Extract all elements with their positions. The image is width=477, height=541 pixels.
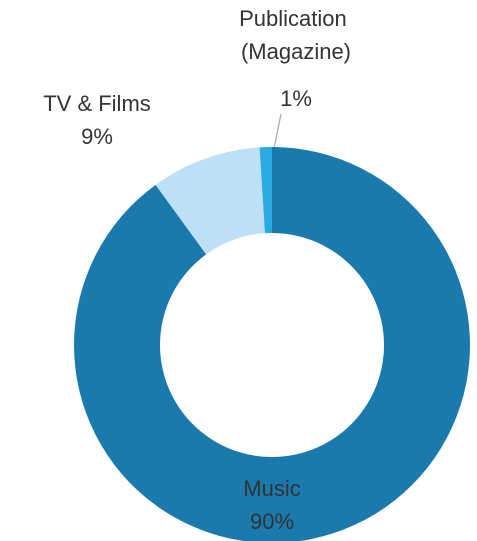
value-label: 9% xyxy=(81,124,113,149)
category-label: Music xyxy=(243,476,300,501)
label-line: (Magazine) xyxy=(241,39,351,64)
donut-segment xyxy=(259,147,272,234)
donut-segment xyxy=(74,147,470,541)
category-label: Publication (Magazine) xyxy=(239,6,353,64)
label-line: Publication xyxy=(239,6,353,31)
category-label: TV & Films xyxy=(43,91,151,116)
value-label: 90% xyxy=(250,509,294,534)
donut-segment xyxy=(155,147,265,255)
value-label: 1% xyxy=(280,86,312,111)
